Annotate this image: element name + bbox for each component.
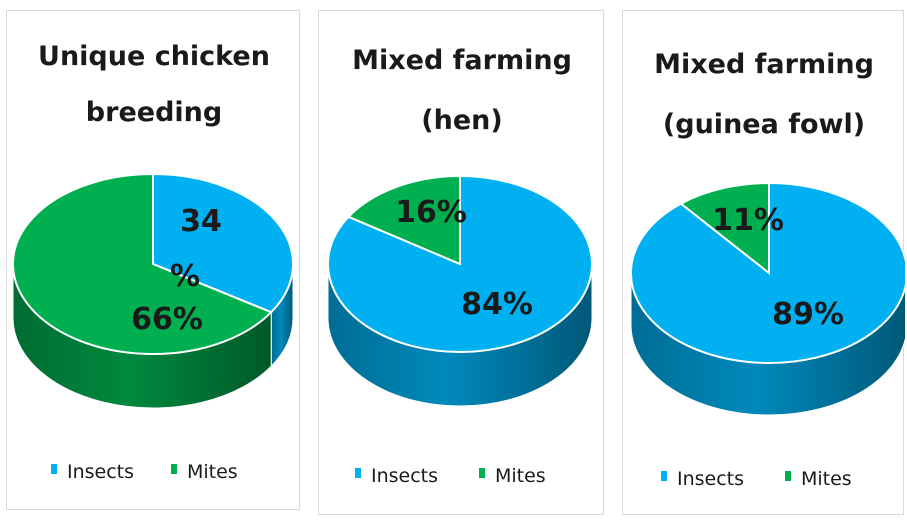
chart-title-line: (guinea fowl): [663, 109, 865, 140]
pie-chart-unique-chicken: Unique chicken breeding 34% 66% Insects Mites: [7, 11, 301, 511]
chart-title-line: Unique chicken: [38, 41, 270, 72]
legend-label-insects: Insects: [371, 465, 438, 487]
chart-panel-unique-chicken: Unique chicken breeding 34% 66% Insects Mites: [6, 10, 300, 510]
legend-label-mites: Mites: [801, 468, 852, 490]
chart-panel-mixed-guinea: Mixed farming (guinea fowl) 89% 11% Insects M…: [622, 10, 904, 515]
legend-item-mites: Mites: [479, 465, 546, 487]
legend-item-mites: Mites: [785, 468, 852, 490]
legend-swatch-mites: [171, 464, 177, 474]
data-label-mites: 11%: [712, 203, 784, 238]
data-label-insects: 34: [180, 204, 222, 239]
legend-label-insects: Insects: [677, 468, 744, 490]
chart-title-line: breeding: [86, 97, 222, 128]
chart-title-line: (hen): [421, 105, 502, 136]
data-label-mites: 66%: [131, 302, 203, 337]
legend-item-insects: Insects: [51, 461, 134, 483]
legend-label-mites: Mites: [495, 465, 546, 487]
legend-swatch-mites: [785, 471, 791, 481]
legend-swatch-mites: [479, 468, 485, 478]
legend-swatch-insects: [661, 471, 667, 481]
data-label-insects: 84%: [461, 287, 533, 322]
legend-label-mites: Mites: [187, 461, 238, 483]
data-label-insects: 89%: [772, 297, 844, 332]
legend-swatch-insects: [51, 464, 57, 474]
legend-item-insects: Insects: [355, 465, 438, 487]
chart-title-line: Mixed farming: [654, 49, 874, 80]
legend-item-insects: Insects: [661, 468, 744, 490]
pie-chart-mixed-guinea: Mixed farming (guinea fowl) 89% 11% Insects M…: [623, 11, 905, 516]
legend-item-mites: Mites: [171, 461, 238, 483]
pie-chart-mixed-hen: Mixed farming (hen) 84% 16% Insects Mites: [319, 11, 605, 516]
legend-swatch-insects: [355, 468, 361, 478]
chart-panel-mixed-hen: Mixed farming (hen) 84% 16% Insects Mites: [318, 10, 604, 515]
chart-title-line: Mixed farming: [352, 45, 572, 76]
data-label-mites: 16%: [395, 195, 467, 230]
data-label-insects: %: [170, 259, 200, 294]
legend-label-insects: Insects: [67, 461, 134, 483]
